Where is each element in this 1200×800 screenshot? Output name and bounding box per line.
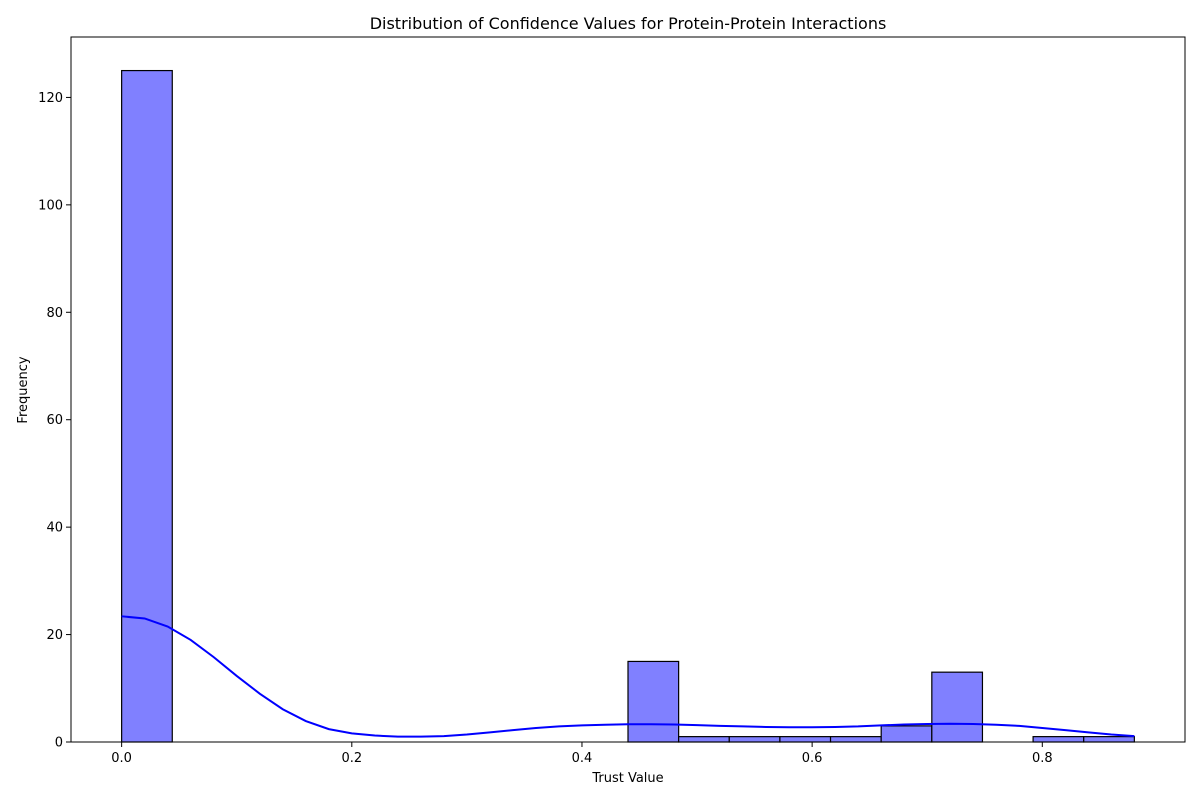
y-tick-label-2: 40 (46, 521, 63, 536)
y-tick-label-6: 120 (38, 91, 63, 106)
histogram-bar-16 (931, 671, 984, 743)
histogram-bar-0 (121, 69, 173, 743)
histogram-bar-12 (728, 736, 781, 743)
x-tick-label-2: 0.4 (572, 751, 593, 766)
y-tick-label-5: 100 (38, 198, 63, 213)
chart-title: Distribution of Confidence Values for Pr… (370, 14, 887, 33)
x-tick-label-0: 0.0 (111, 751, 132, 766)
histogram-bar-10 (627, 660, 680, 743)
x-tick-label-4: 0.8 (1032, 751, 1053, 766)
histogram-bar-11 (678, 736, 730, 743)
y-axis-label: Frequency (16, 356, 31, 423)
histogram-bar-13 (779, 736, 832, 743)
y-tick-label-3: 60 (46, 413, 63, 428)
histogram-bar-18 (1032, 736, 1085, 743)
histogram-bar-15 (880, 725, 933, 743)
y-axis-ticks: 0 20 40 60 80 100 120 (38, 91, 71, 751)
x-tick-label-3: 0.6 (802, 751, 823, 766)
x-axis-ticks: 0.0 0.2 0.4 0.6 0.8 (111, 742, 1053, 766)
histogram-bar-14 (829, 736, 882, 743)
kde-group (121, 615, 1135, 738)
x-axis-label: Trust Value (591, 771, 663, 786)
y-tick-label-0: 0 (55, 736, 63, 751)
histogram-bar-19 (1083, 736, 1135, 743)
kde-line (121, 615, 1135, 738)
bars-group (121, 69, 1135, 743)
y-tick-label-1: 20 (46, 628, 63, 643)
plot-frame (70, 36, 1186, 743)
x-tick-label-1: 0.2 (341, 751, 362, 766)
y-tick-label-4: 80 (46, 306, 63, 321)
